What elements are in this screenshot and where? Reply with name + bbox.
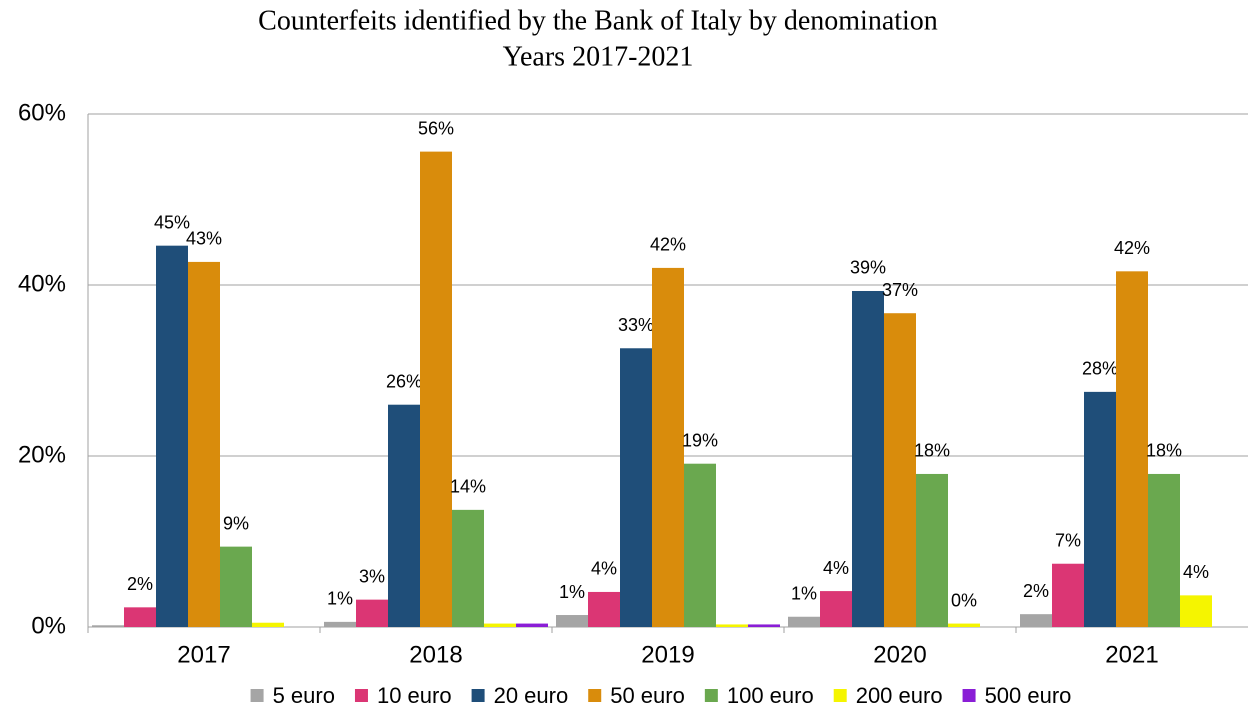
x-tick-label: 2019 xyxy=(641,641,694,668)
bar xyxy=(716,624,748,627)
data-label: 45% xyxy=(154,212,190,232)
data-label: 18% xyxy=(1146,441,1182,461)
y-tick-label: 20% xyxy=(18,441,66,468)
data-label: 9% xyxy=(223,513,249,533)
bar xyxy=(1052,563,1084,627)
bar xyxy=(420,151,452,627)
data-label: 0% xyxy=(951,590,977,610)
legend-label: 5 euro xyxy=(273,683,335,708)
bar xyxy=(948,623,980,627)
legend-label: 100 euro xyxy=(727,683,814,708)
data-label: 2% xyxy=(127,574,153,594)
bar xyxy=(1116,271,1148,627)
y-tick-label: 60% xyxy=(18,99,66,126)
data-label: 42% xyxy=(1114,238,1150,258)
bar xyxy=(1180,595,1212,627)
bar xyxy=(252,622,284,627)
bar xyxy=(156,245,188,628)
bar xyxy=(324,621,356,627)
legend-swatch xyxy=(354,689,368,702)
bar xyxy=(452,509,484,627)
data-label: 26% xyxy=(386,371,422,391)
bar xyxy=(748,624,780,627)
data-label: 4% xyxy=(591,559,617,579)
legend-label: 200 euro xyxy=(856,683,943,708)
bar xyxy=(1020,614,1052,627)
data-label: 14% xyxy=(450,477,486,497)
chart-title: Counterfeits identified by the Bank of I… xyxy=(258,5,938,36)
bar xyxy=(884,313,916,627)
legend-label: 20 euro xyxy=(494,683,569,708)
data-label: 39% xyxy=(850,258,886,278)
data-label: 33% xyxy=(618,315,654,335)
bar xyxy=(788,616,820,627)
x-tick-label: 2017 xyxy=(177,641,230,668)
bar xyxy=(1084,391,1116,627)
bar xyxy=(820,591,852,627)
y-tick-label: 40% xyxy=(18,270,66,297)
data-label: 56% xyxy=(418,118,454,138)
bar xyxy=(356,599,388,627)
x-tick-label: 2021 xyxy=(1105,641,1158,668)
data-label: 19% xyxy=(682,430,718,450)
legend-swatch xyxy=(471,689,485,702)
data-label: 2% xyxy=(1023,581,1049,601)
data-label: 1% xyxy=(791,583,817,603)
legend-label: 500 euro xyxy=(985,683,1072,708)
bar xyxy=(516,623,548,627)
bar xyxy=(588,591,620,627)
bar xyxy=(620,348,652,627)
legend-swatch xyxy=(962,689,976,702)
legend-swatch xyxy=(588,689,602,702)
legend-label: 10 euro xyxy=(377,683,452,708)
data-label: 7% xyxy=(1055,530,1081,550)
data-label: 37% xyxy=(882,280,918,300)
data-label: 4% xyxy=(823,558,849,578)
bar xyxy=(388,404,420,627)
data-label: 3% xyxy=(359,566,385,586)
legend: 5 euro 10 euro 20 euro 50 euro 100 euro 200 e… xyxy=(250,683,1072,708)
legend-swatch xyxy=(250,689,264,702)
bar xyxy=(92,625,124,627)
data-label: 1% xyxy=(327,589,353,609)
legend-swatch xyxy=(704,689,718,702)
bar xyxy=(220,546,252,627)
bar xyxy=(852,290,884,627)
legend-swatch xyxy=(833,689,847,702)
bar xyxy=(556,615,588,627)
data-label: 43% xyxy=(186,229,222,249)
data-label: 4% xyxy=(1183,562,1209,582)
plot-area: 0% 20% 40% 60% 2017 2% 45%43% 9% 2018 1% 3% 26% 56% 1… xyxy=(18,99,1248,668)
x-tick-label: 2020 xyxy=(873,641,926,668)
bar xyxy=(188,261,220,627)
data-label: 28% xyxy=(1082,359,1118,379)
data-label: 42% xyxy=(650,235,686,255)
bar xyxy=(916,473,948,627)
bar xyxy=(652,267,684,627)
bar xyxy=(1148,473,1180,627)
legend-label: 50 euro xyxy=(610,683,685,708)
bar xyxy=(684,463,716,627)
data-label: 1% xyxy=(559,582,585,602)
y-tick-label: 0% xyxy=(31,612,66,639)
chart-subtitle: Years 2017-2021 xyxy=(503,41,694,72)
bar xyxy=(484,623,516,627)
bar xyxy=(124,607,156,627)
x-tick-label: 2018 xyxy=(409,641,462,668)
data-label: 18% xyxy=(914,441,950,461)
